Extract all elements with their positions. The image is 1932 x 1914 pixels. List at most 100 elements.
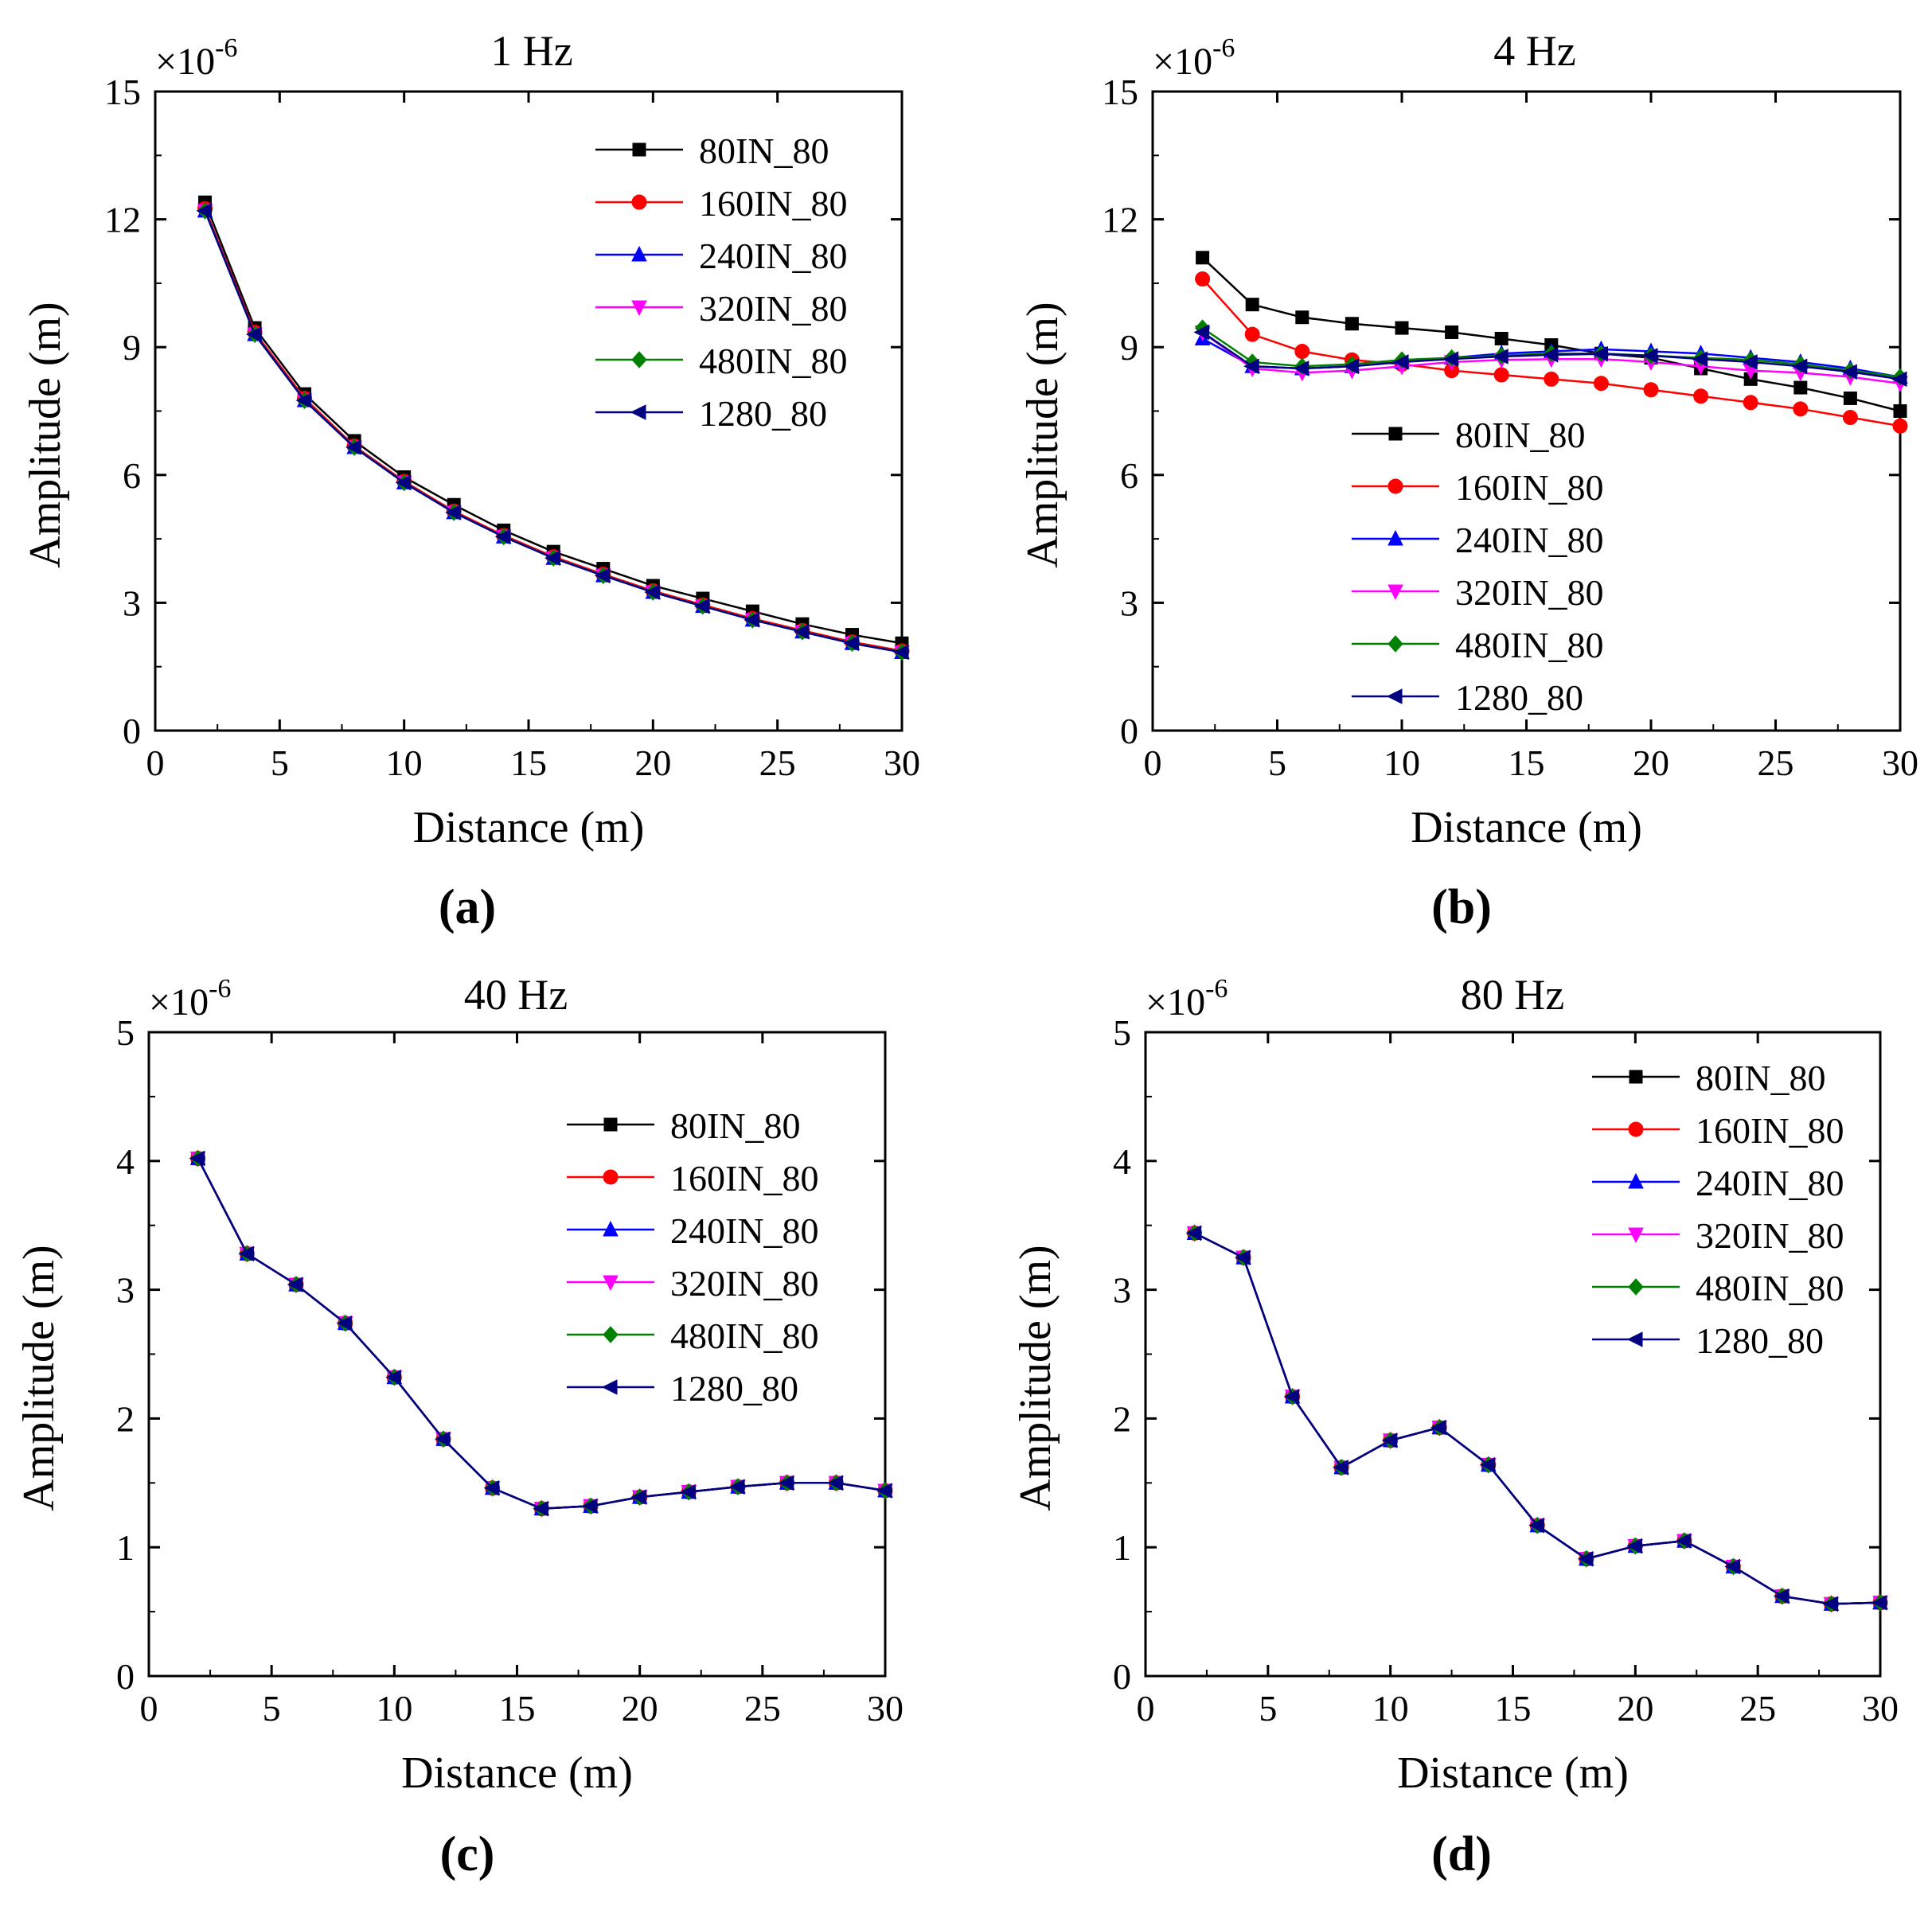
y-scale-base: ×10 [155, 41, 215, 83]
x-axis-label: Distance (m) [413, 803, 645, 852]
x-tick-label: 15 [1495, 1688, 1532, 1729]
legend-marker [1628, 1121, 1644, 1137]
x-tick-label: 0 [1137, 1688, 1155, 1729]
data-point [1479, 1456, 1496, 1473]
data-point [1626, 1538, 1642, 1554]
data-point [1430, 1419, 1446, 1436]
legend-marker [631, 194, 647, 210]
data-point [245, 326, 262, 342]
legend-marker [1628, 1278, 1644, 1296]
legend-label: 80IN_80 [1696, 1058, 1826, 1098]
x-tick-label: 15 [1509, 743, 1545, 783]
data-point [385, 1369, 401, 1386]
y-axis-label: Amplitude (m) [14, 1245, 64, 1511]
data-point [1244, 326, 1260, 342]
chart-title: 80 Hz [1461, 971, 1564, 1019]
chart-panel-d: 0 5 10 15 20 25 30 0 1 2 3 4 5 ×10-6 80 Hz Distance (m)… [1011, 971, 1899, 1881]
y-scale-base: ×10 [1146, 981, 1205, 1023]
legend-marker [1629, 1070, 1643, 1084]
data-point [345, 439, 361, 455]
x-tick-label: 30 [867, 1688, 904, 1729]
data-point [1185, 1225, 1202, 1242]
x-tick-label: 20 [1633, 743, 1669, 783]
legend-label: 80IN_80 [1455, 415, 1586, 455]
x-axis-label: Distance (m) [401, 1748, 633, 1798]
legend-label: 160IN_80 [1455, 467, 1604, 508]
x-tick-label: 25 [744, 1688, 781, 1729]
data-point [1395, 321, 1409, 335]
panel-label: (b) [1431, 880, 1492, 934]
data-point [680, 1483, 696, 1500]
y-axis-ticks: 0 3 6 9 12 15 [1102, 72, 1900, 751]
legend-label: 1280_80 [1455, 677, 1583, 718]
y-tick-label: 15 [1102, 72, 1138, 112]
legend-label: 1280_80 [670, 1368, 798, 1409]
data-point [1544, 371, 1559, 387]
x-tick-label: 25 [1739, 1688, 1776, 1729]
x-tick-label: 20 [634, 743, 671, 783]
data-point [1283, 1389, 1300, 1405]
x-axis-label: Distance (m) [1397, 1748, 1629, 1798]
y-tick-label: 0 [1120, 711, 1138, 751]
data-point [196, 203, 213, 219]
data-point [1773, 1588, 1790, 1604]
legend-marker [630, 404, 646, 420]
legend-marker [603, 1220, 619, 1237]
data-point [1843, 391, 1857, 405]
legend: 80IN_80 160IN_80 240IN_80 320IN_80 480IN_80 1… [1352, 415, 1604, 718]
legend-label: 80IN_80 [670, 1105, 801, 1146]
x-tick-label: 10 [386, 743, 423, 783]
panel-label: (c) [440, 1827, 495, 1881]
data-point [1294, 344, 1310, 360]
data-point [843, 635, 859, 652]
data-point [1743, 395, 1758, 411]
legend-marker [1628, 1227, 1644, 1244]
data-point [1842, 410, 1858, 426]
legend-marker [1388, 478, 1403, 494]
data-point [744, 612, 759, 628]
data-point [1381, 1433, 1398, 1448]
legend-label: 320IN_80 [1455, 572, 1604, 613]
x-axis-ticks: 0 5 10 15 20 25 30 [146, 92, 920, 783]
y-tick-label: 4 [1113, 1141, 1131, 1182]
data-point [1893, 404, 1907, 418]
legend-marker [1628, 1172, 1644, 1189]
data-point [876, 1483, 892, 1499]
legend-label: 240IN_80 [670, 1210, 819, 1251]
x-tick-label: 25 [1758, 743, 1794, 783]
y-tick-label: 4 [116, 1141, 135, 1182]
data-point [1445, 325, 1459, 339]
series-group [1193, 251, 1908, 434]
data-point [1793, 380, 1808, 395]
data-point [728, 1479, 745, 1495]
data-point [336, 1315, 353, 1331]
y-scale-exponent: -6 [209, 974, 231, 1004]
legend-label: 80IN_80 [699, 131, 829, 171]
data-point [594, 567, 611, 583]
legend-label: 160IN_80 [1696, 1110, 1844, 1151]
y-tick-label: 0 [1113, 1656, 1131, 1697]
data-point [434, 1431, 451, 1448]
data-point [1494, 331, 1509, 345]
legend: 80IN_80 160IN_80 240IN_80 320IN_80 480IN_80 1… [567, 1105, 819, 1409]
data-point [1692, 351, 1708, 367]
y-scale-factor: ×10-6 [1146, 974, 1228, 1023]
data-point [1593, 376, 1609, 392]
x-axis-ticks: 0 5 10 15 20 25 30 [140, 1032, 904, 1729]
data-point [1592, 345, 1608, 362]
y-axis-label: Amplitude (m) [21, 302, 70, 567]
data-point [1345, 317, 1359, 331]
y-scale-base: ×10 [1153, 41, 1212, 83]
y-scale-factor: ×10-6 [155, 33, 237, 83]
data-point [1724, 1558, 1740, 1575]
data-point [1333, 1460, 1348, 1475]
y-axis-ticks: 0 3 6 9 12 15 [104, 72, 902, 751]
data-point [644, 584, 660, 600]
legend-marker [631, 351, 647, 368]
x-tick-label: 5 [271, 743, 289, 783]
y-tick-label: 5 [116, 1012, 135, 1053]
legend-marker [1388, 584, 1403, 601]
y-scale-exponent: -6 [1205, 974, 1228, 1004]
x-tick-label: 0 [146, 743, 165, 783]
x-tick-label: 30 [1882, 743, 1918, 783]
